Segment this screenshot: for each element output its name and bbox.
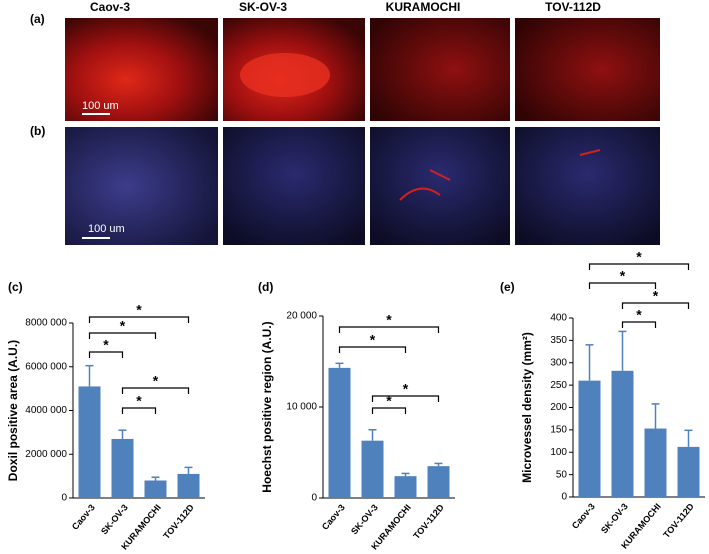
- bar: [361, 440, 384, 498]
- significance-star: *: [653, 288, 659, 304]
- bar: [144, 480, 167, 498]
- y-tick-label: 0: [61, 493, 67, 504]
- scale-label: 100 um: [82, 100, 119, 112]
- panel-label: (b): [30, 124, 45, 138]
- bar: [394, 476, 417, 498]
- significance-star: *: [386, 312, 392, 328]
- column-label: SK-OV-3: [239, 0, 287, 14]
- y-tick-label: 0: [311, 493, 317, 504]
- significance-bracket: [88, 316, 190, 323]
- significance-bracket: [338, 326, 440, 333]
- significance-bracket: [371, 407, 407, 414]
- y-tick-label: 50: [556, 469, 568, 480]
- bar: [578, 380, 601, 497]
- y-tick-label: 4000 000: [25, 405, 67, 416]
- significance-bracket: [621, 302, 690, 309]
- significance-bracket: [371, 395, 440, 402]
- bar: [677, 446, 700, 497]
- micrograph: [65, 18, 218, 121]
- scale-label: 100 um: [88, 223, 125, 235]
- y-tick-label: 0: [561, 492, 567, 503]
- y-tick-label: 300: [550, 357, 567, 368]
- column-label: KURAMOCHI: [386, 0, 461, 14]
- micrograph: [515, 127, 660, 245]
- significance-star: *: [136, 393, 142, 409]
- bar: [328, 367, 351, 498]
- bar: [644, 428, 667, 497]
- significance-star: *: [386, 393, 392, 409]
- significance-bracket: [88, 332, 157, 339]
- y-tick-label: 2000 000: [25, 449, 67, 460]
- micrographs: 100 um 100 um (a) (b) Caov-3 SK-OV-3 KUR…: [30, 0, 660, 245]
- y-tick-label: 200: [550, 402, 567, 413]
- micrograph: [65, 127, 218, 245]
- significance-bracket: [338, 346, 407, 353]
- significance-bracket: [588, 263, 690, 270]
- significance-star: *: [153, 373, 159, 389]
- panel-label: (c): [8, 280, 23, 294]
- significance-bracket: [621, 321, 657, 328]
- y-tick-label: 100: [550, 447, 567, 458]
- column-label: TOV-112D: [545, 0, 601, 14]
- significance-star: *: [136, 302, 142, 318]
- x-tick-label: Caov-3: [70, 502, 97, 531]
- significance-star: *: [120, 318, 126, 334]
- y-tick-label: 20 000: [286, 311, 317, 322]
- significance-star: *: [370, 332, 376, 348]
- micrograph: [515, 18, 660, 121]
- significance-bracket: [121, 387, 190, 394]
- bar: [177, 473, 200, 498]
- y-tick-label: 10 000: [286, 402, 317, 413]
- bar: [611, 370, 634, 497]
- bar: [78, 386, 101, 498]
- y-tick-label: 350: [550, 335, 567, 346]
- micrograph: [370, 127, 510, 245]
- x-tick-label: SK-OV-3: [599, 501, 630, 535]
- x-tick-label: SK-OV-3: [99, 502, 130, 536]
- significance-bracket: [121, 407, 157, 414]
- micrograph: [370, 18, 510, 121]
- significance-bracket: [88, 351, 124, 358]
- significance-star: *: [403, 381, 409, 397]
- micrograph: [223, 127, 365, 245]
- panel-label: (d): [258, 280, 273, 294]
- panel-label: (e): [500, 280, 515, 294]
- x-tick-label: Caov-3: [320, 502, 347, 531]
- column-label: Caov-3: [90, 0, 130, 14]
- significance-star: *: [636, 307, 642, 323]
- y-tick-label: 250: [550, 380, 567, 391]
- bar: [427, 466, 450, 498]
- texture: [399, 149, 601, 201]
- y-axis-label: Hoechst positive region (A.U.): [260, 321, 274, 492]
- y-axis-label: Microvessel density (mm²): [520, 332, 534, 483]
- x-tick-label: SK-OV-3: [349, 502, 380, 536]
- panel-label: (a): [30, 12, 45, 26]
- y-tick-label: 150: [550, 425, 567, 436]
- significance-star: *: [103, 337, 109, 353]
- x-tick-label: TOV-112D: [661, 501, 696, 540]
- bar: [111, 438, 134, 498]
- x-tick-label: Caov-3: [570, 501, 597, 530]
- texture: [240, 53, 330, 97]
- x-tick-label: TOV-112D: [411, 502, 446, 541]
- significance-bracket: [588, 282, 657, 289]
- y-tick-label: 400: [550, 313, 567, 324]
- y-tick-label: 6000 000: [25, 361, 67, 372]
- significance-star: *: [620, 268, 626, 284]
- y-axis-label: Doxil positive area (A.U.): [6, 340, 20, 481]
- y-tick-label: 8000 000: [25, 318, 67, 329]
- x-tick-label: TOV-112D: [161, 502, 196, 541]
- significance-star: *: [636, 249, 642, 265]
